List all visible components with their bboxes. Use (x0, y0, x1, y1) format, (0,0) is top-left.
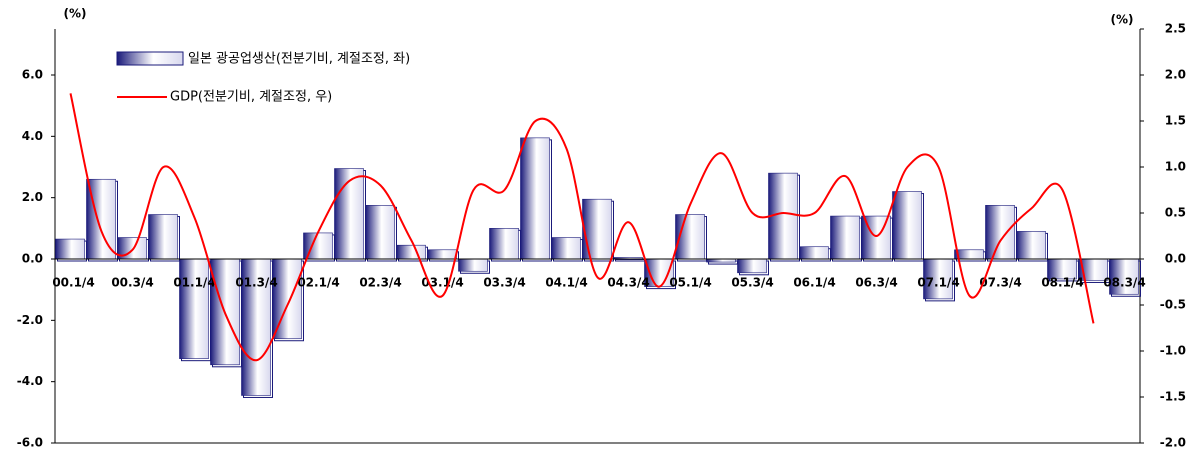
x-tick-label: 06.1/4 (793, 276, 835, 290)
bar-shadow (615, 258, 645, 262)
y2-tick-label: -1.0 (1160, 344, 1186, 358)
bar (365, 205, 395, 260)
y-tick-label: -2.0 (17, 313, 43, 327)
line (69, 93, 1095, 362)
legend-label: GDP(전분기비, 계절조정, 우) (170, 90, 332, 105)
x-tick-label: 08.1/4 (1041, 276, 1083, 290)
bar (148, 214, 178, 260)
bar (520, 137, 550, 260)
x-tick-label: 08.3/4 (1103, 276, 1145, 290)
y-tick-label: 0.0 (22, 252, 43, 266)
y2-tick-label: 1.0 (1165, 160, 1186, 174)
bar (334, 168, 364, 260)
x-tick-label: 01.1/4 (173, 276, 215, 290)
x-tick-label: 07.3/4 (979, 276, 1021, 290)
y2-tick-label: 2.0 (1165, 68, 1186, 82)
x-tick-label: 02.3/4 (359, 276, 401, 290)
y-tick-label: 2.0 (22, 190, 43, 204)
x-tick-label: 03.3/4 (483, 276, 525, 290)
x-tick-label: 00.3/4 (111, 276, 153, 290)
x-tick-label: 04.1/4 (545, 276, 587, 290)
y-tick-label: -6.0 (17, 436, 43, 450)
y-tick-label: 6.0 (22, 68, 43, 82)
x-tick-label: 05.1/4 (669, 276, 711, 290)
y2-tick-label: 0.5 (1165, 206, 1186, 220)
y-axis-label: (%) (64, 7, 87, 21)
bar (737, 258, 767, 274)
y2-axis-label: (%) (1111, 13, 1134, 27)
x-tick-label: 06.3/4 (855, 276, 897, 290)
y2-tick-label: 1.5 (1165, 114, 1186, 128)
legend-swatch (116, 51, 184, 66)
x-tick-label: 02.1/4 (297, 276, 339, 290)
y-tick-label: -4.0 (17, 374, 43, 388)
bar (396, 244, 426, 260)
y-tick-label: 4.0 (22, 129, 43, 143)
bar (582, 198, 612, 260)
bar (427, 249, 457, 260)
legend-label: 일본 광공업생산(전분기비, 계절조정, 좌) (188, 52, 410, 67)
y2-tick-label: -2.0 (1160, 436, 1186, 450)
x-tick-label: 05.3/4 (731, 276, 773, 290)
bar (179, 258, 209, 359)
bar (892, 191, 922, 260)
bar (1109, 258, 1139, 295)
x-tick-label: 04.3/4 (607, 276, 649, 290)
x-tick-label: 03.1/4 (421, 276, 463, 290)
bar (985, 205, 1015, 260)
bar (551, 237, 581, 260)
bar (799, 246, 829, 260)
bar (55, 238, 85, 260)
x-tick-label: 01.3/4 (235, 276, 277, 290)
bar (1016, 231, 1046, 260)
x-tick-label: 07.1/4 (917, 276, 959, 290)
y2-tick-label: -0.5 (1160, 298, 1186, 312)
y2-tick-label: 0.0 (1165, 252, 1186, 266)
bar (830, 215, 860, 260)
bar (458, 258, 488, 272)
x-tick-label: 00.1/4 (52, 276, 94, 290)
y2-tick-label: -1.5 (1160, 390, 1186, 404)
bar (489, 228, 519, 260)
y2-tick-label: 2.5 (1165, 22, 1186, 36)
